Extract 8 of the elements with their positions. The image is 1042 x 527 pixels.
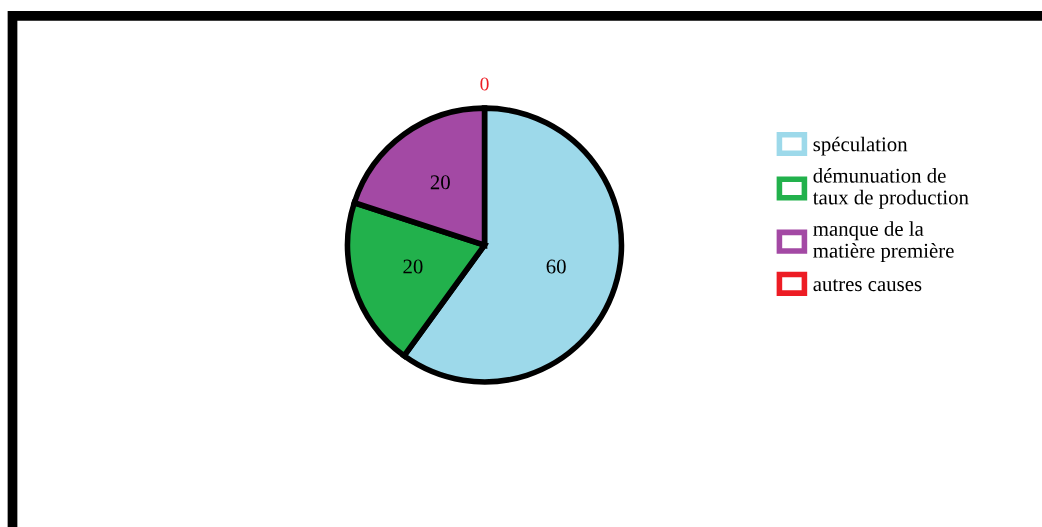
legend-label: démunuation de taux de production xyxy=(812,168,969,209)
data-label: 20 xyxy=(430,175,450,190)
legend-label: spéculation xyxy=(813,136,908,156)
text: 0 xyxy=(480,77,489,91)
data-label: 60 xyxy=(546,259,566,274)
data-label: 20 xyxy=(403,259,423,274)
legend-label: manque de la matière première xyxy=(813,221,954,262)
legend-label: autres causes xyxy=(813,279,922,292)
